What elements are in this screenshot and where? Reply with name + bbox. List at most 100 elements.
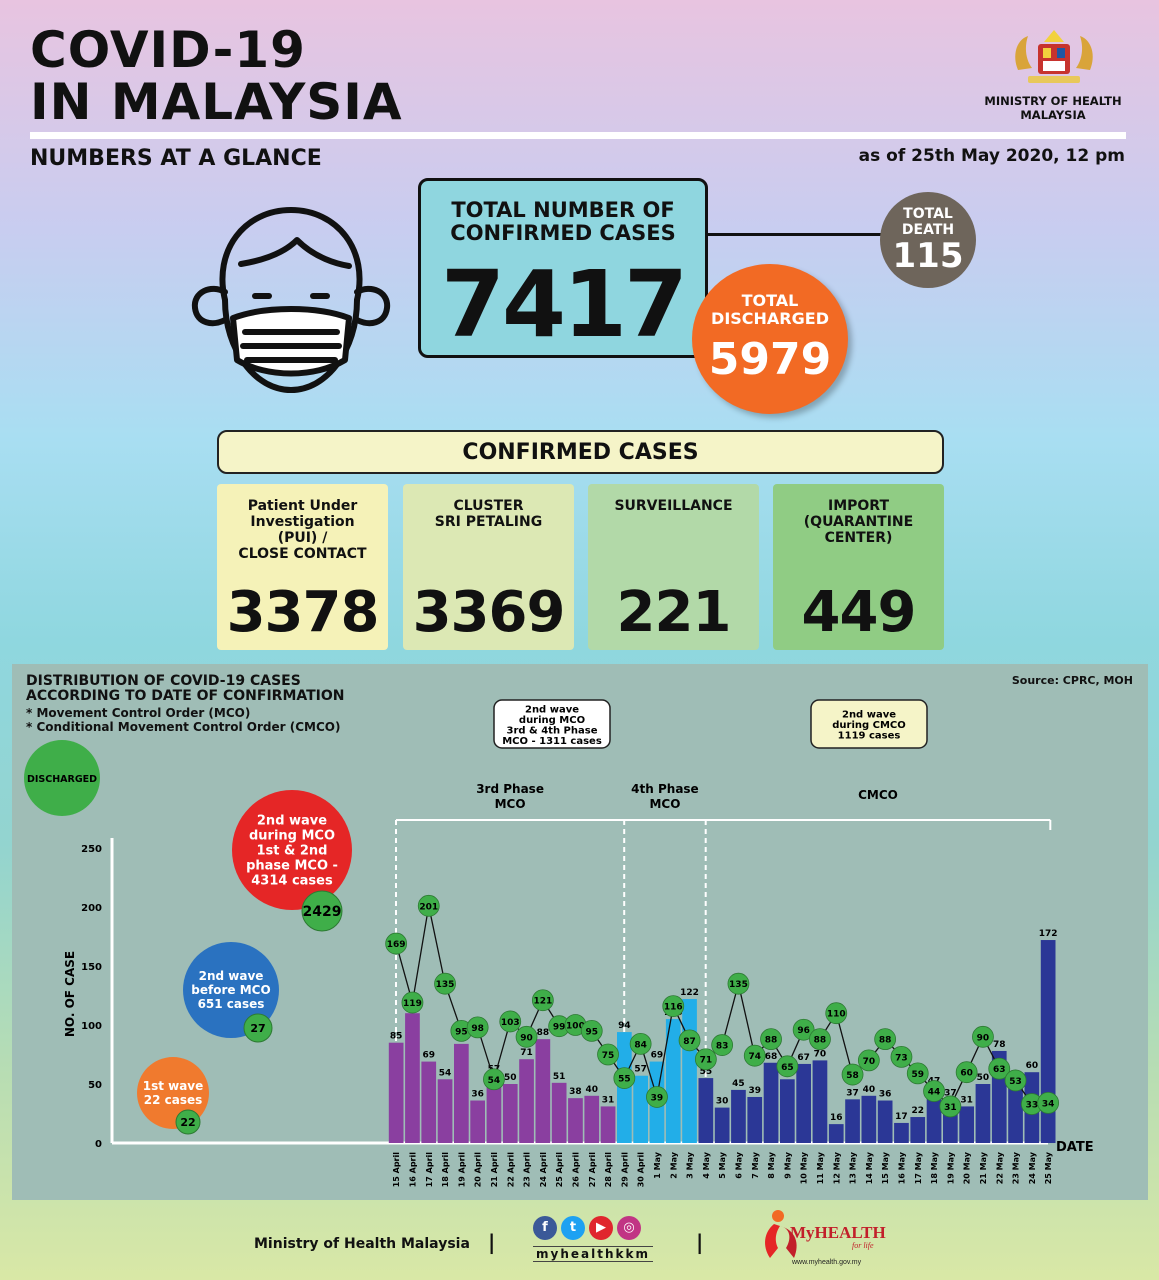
discharged-point — [597, 1043, 619, 1066]
wave-circle-text: 2nd wave — [199, 969, 264, 983]
category-label: Patient Under Investigation (PUI) / CLOS… — [238, 498, 367, 562]
discharged-value-label: 44 — [928, 1088, 941, 1098]
x-tick-label: 6 May — [734, 1151, 743, 1178]
wave-box-text: during CMCO — [832, 720, 906, 731]
discharged-value-label: 39 — [651, 1093, 664, 1103]
y-tick-label: 150 — [81, 962, 102, 973]
discharged-value-label: 88 — [814, 1036, 827, 1046]
bar — [502, 1084, 518, 1143]
category-label: CLUSTER SRI PETALING — [434, 498, 543, 530]
bar-value-label: 31 — [602, 1095, 615, 1105]
chart-source: Source: CPRC, MOH — [1011, 674, 1133, 687]
discharged-point — [466, 1016, 489, 1039]
discharged-value-label: 96 — [797, 1026, 810, 1036]
bar-value-label: 38 — [569, 1087, 582, 1097]
discharged-point — [906, 1062, 929, 1085]
wave-circle — [232, 790, 352, 910]
discharged-value-label: 90 — [977, 1033, 990, 1043]
bar — [584, 1095, 600, 1143]
bar — [470, 1100, 485, 1143]
total-confirmed-card: TOTAL NUMBER OF CONFIRMED CASES 7417 — [418, 178, 708, 358]
x-tick-label: 19 May — [946, 1151, 955, 1184]
discharged-point — [629, 1032, 652, 1055]
x-tick-label: 2 May — [669, 1151, 678, 1178]
bar-value-label: 36 — [879, 1090, 892, 1100]
social-icons: f t ▶ ◎ — [533, 1216, 653, 1240]
discharged-value-label: 54 — [488, 1076, 501, 1086]
discharged-value-label: 100 — [566, 1022, 585, 1032]
x-tick-label: 15 May — [881, 1151, 890, 1184]
bar — [600, 1106, 616, 1143]
x-tick-label: 22 April — [506, 1152, 515, 1188]
connector-line — [706, 233, 886, 236]
total-death-badge: TOTAL DEATH 115 — [880, 192, 976, 288]
total-discharged-label: TOTAL DISCHARGED — [711, 291, 829, 328]
x-tick-label: 19 April — [457, 1152, 466, 1188]
discharged-value-label: 83 — [716, 1042, 729, 1052]
bar — [454, 1043, 469, 1143]
bar-value-label: 51 — [553, 1072, 566, 1082]
x-tick-label: 25 April — [555, 1152, 564, 1188]
bar — [1040, 940, 1056, 1143]
facebook-icon[interactable]: f — [533, 1216, 557, 1240]
discharged-value-label: 58 — [846, 1071, 859, 1081]
chart-note-cmco: * Conditional Movement Control Order (CM… — [26, 720, 341, 734]
y-axis-label: NO. OF CASE — [63, 951, 77, 1037]
discharged-legend-label: DISCHARGED — [27, 774, 97, 785]
x-tick-label: 27 April — [588, 1152, 597, 1188]
discharged-value-label: 99 — [553, 1023, 566, 1033]
discharged-value-label: 59 — [911, 1070, 924, 1080]
y-tick-label: 200 — [81, 903, 102, 914]
bar-value-label: 30 — [716, 1097, 729, 1107]
social-handle: myhealthkkm — [533, 1246, 653, 1262]
discharged-value-label: 87 — [683, 1037, 696, 1047]
discharged-point — [923, 1080, 945, 1102]
bar — [910, 1117, 926, 1143]
x-tick-label: 13 May — [849, 1151, 858, 1184]
bar-value-label: 55 — [700, 1067, 713, 1077]
y-tick-label: 250 — [81, 844, 102, 855]
x-tick-label: 28 April — [604, 1152, 613, 1188]
bar — [877, 1100, 893, 1143]
phase-label: 4th Phase — [631, 782, 699, 796]
category-value: 221 — [616, 580, 732, 645]
bar-value-label: 85 — [390, 1032, 403, 1042]
discharged-point — [1004, 1069, 1027, 1092]
phase-label: CMCO — [858, 788, 898, 802]
discharged-value-label: 121 — [533, 997, 552, 1007]
y-tick-label: 50 — [88, 1080, 102, 1091]
bar-value-label: 37 — [846, 1088, 859, 1098]
x-tick-label: 9 May — [783, 1151, 792, 1178]
x-tick-label: 23 April — [523, 1152, 532, 1188]
bar — [568, 1098, 583, 1143]
discharged-value-label: 201 — [419, 902, 438, 912]
x-tick-label: 21 May — [979, 1151, 988, 1184]
discharged-value-label: 103 — [501, 1018, 520, 1028]
discharged-value-label: 169 — [387, 940, 406, 950]
wave-circle-text: 1st wave — [143, 1079, 204, 1093]
wave-circle-text: 651 cases — [198, 997, 265, 1011]
bar — [388, 1042, 404, 1143]
discharged-point — [401, 991, 424, 1014]
discharged-point — [809, 1028, 831, 1051]
discharged-point — [972, 1025, 994, 1048]
phase-label: MCO — [649, 797, 680, 811]
wave-circle-text: before MCO — [191, 983, 270, 997]
x-tick-label: 24 April — [539, 1152, 548, 1188]
discharged-point — [483, 1068, 505, 1091]
x-tick-label: 12 May — [832, 1151, 841, 1184]
discharged-point — [955, 1061, 978, 1084]
brand-tag: for life — [852, 1241, 874, 1250]
wave-box-text: 2nd wave — [525, 704, 579, 715]
discharged-value-label: 73 — [895, 1053, 908, 1063]
twitter-icon[interactable]: t — [561, 1216, 585, 1240]
as-of-date: as of 25th May 2020, 12 pm — [858, 146, 1125, 166]
bar-value-label: 68 — [765, 1052, 778, 1062]
instagram-icon[interactable]: ◎ — [617, 1216, 641, 1240]
wave-circle-text: 2nd wave — [257, 814, 327, 829]
category-label: IMPORT (QUARANTINE CENTER) — [803, 498, 914, 546]
bar-value-label: 69 — [651, 1051, 664, 1061]
youtube-icon[interactable]: ▶ — [589, 1216, 613, 1240]
category-card-cluster: CLUSTER SRI PETALING 3369 — [403, 484, 574, 650]
discharged-value-label: 95 — [585, 1027, 598, 1037]
